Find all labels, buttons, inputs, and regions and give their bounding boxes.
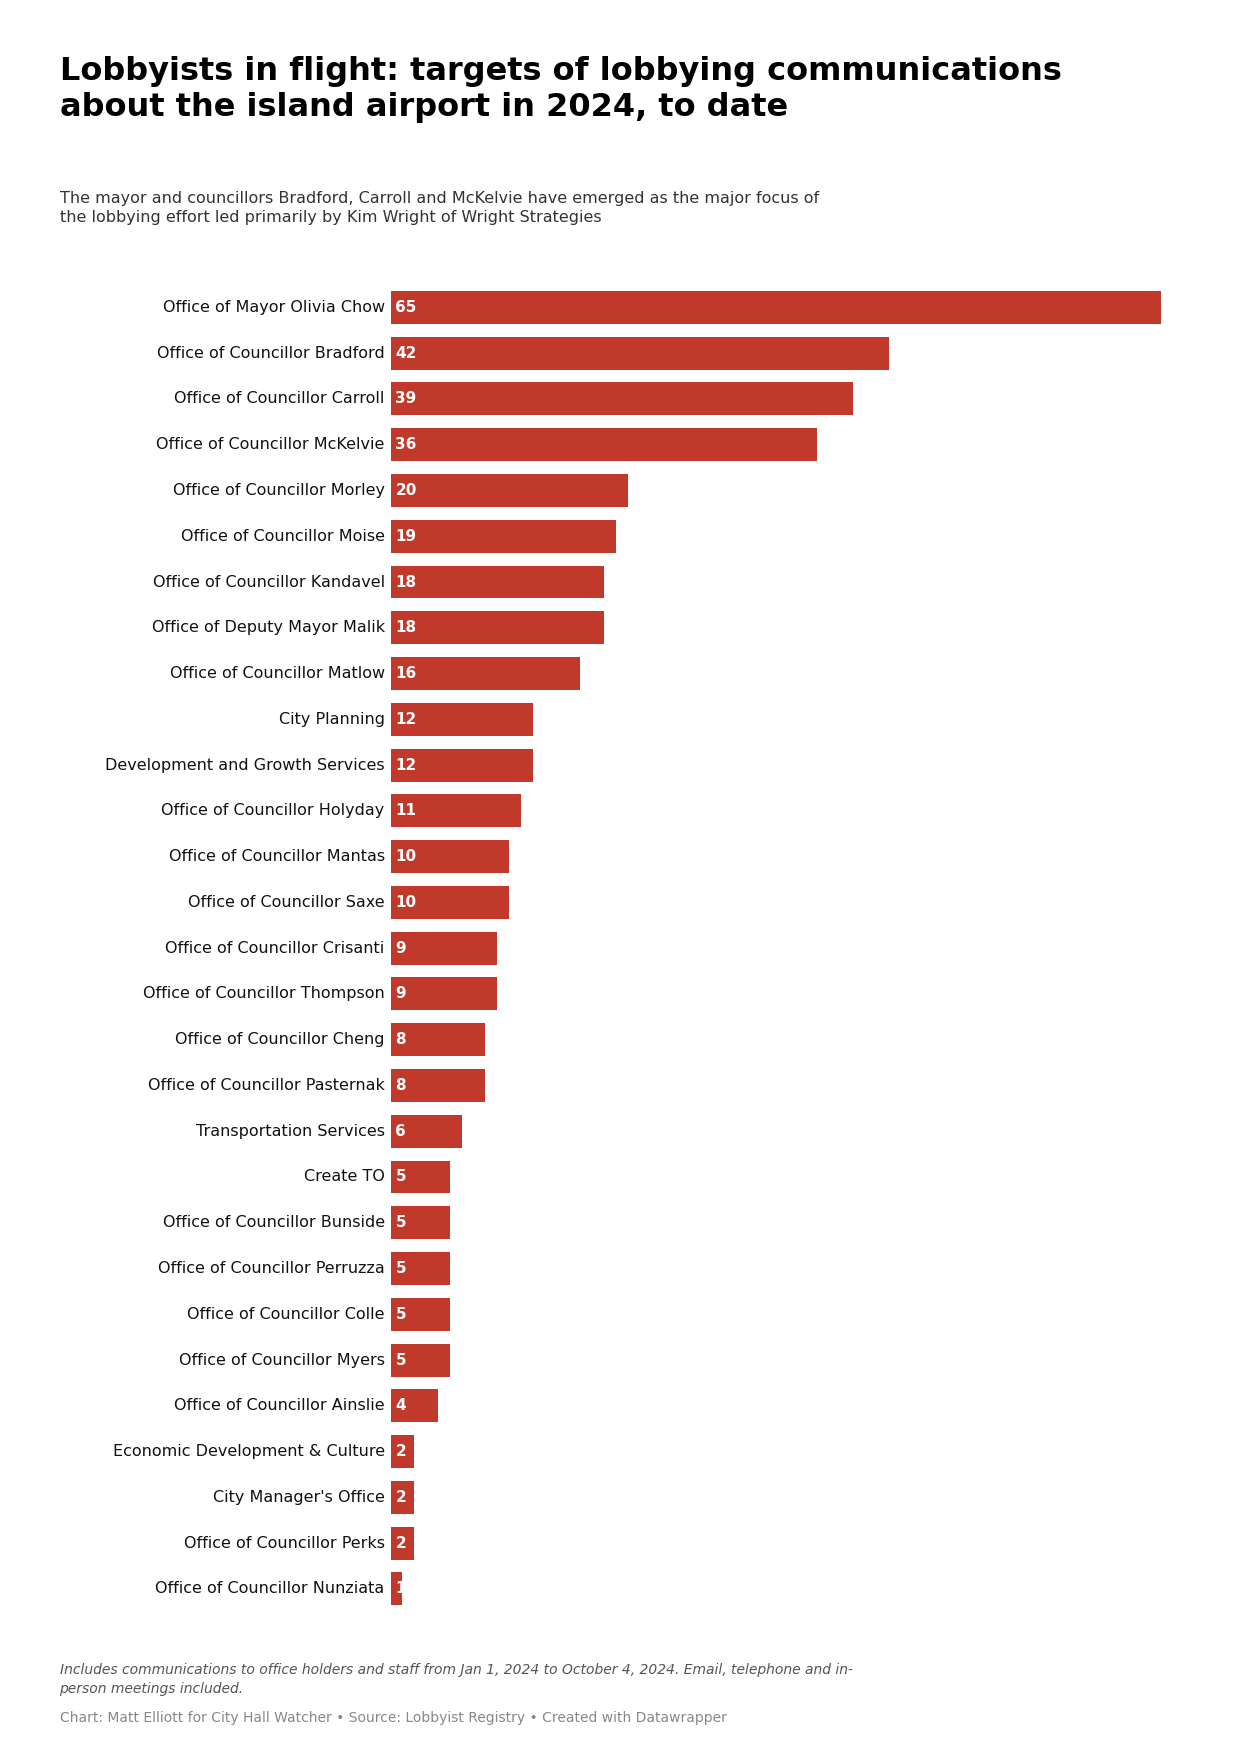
Text: 2: 2 bbox=[396, 1491, 405, 1505]
Text: 18: 18 bbox=[396, 621, 417, 635]
Text: 20: 20 bbox=[396, 483, 417, 497]
Text: 11: 11 bbox=[396, 803, 417, 818]
Bar bbox=[391, 1252, 450, 1284]
Text: Office of Councillor Carroll: Office of Councillor Carroll bbox=[175, 392, 384, 406]
Text: 12: 12 bbox=[396, 757, 417, 773]
Bar bbox=[391, 1344, 450, 1376]
Text: Chart: Matt Elliott for City Hall Watcher • Source: Lobbyist Registry • Created : Chart: Matt Elliott for City Hall Watche… bbox=[60, 1711, 727, 1725]
Text: Office of Councillor Myers: Office of Councillor Myers bbox=[179, 1353, 384, 1367]
Text: 5: 5 bbox=[396, 1170, 405, 1184]
Text: Office of Councillor Thompson: Office of Councillor Thompson bbox=[143, 986, 384, 1002]
Text: 12: 12 bbox=[396, 713, 417, 727]
Bar bbox=[391, 1069, 485, 1102]
Text: 5: 5 bbox=[396, 1215, 405, 1230]
Text: Includes communications to office holders and staff from Jan 1, 2024 to October : Includes communications to office holder… bbox=[60, 1663, 853, 1695]
Bar bbox=[391, 794, 521, 827]
Bar bbox=[391, 1572, 403, 1605]
Bar bbox=[391, 566, 604, 598]
Text: Lobbyists in flight: targets of lobbying communications
about the island airport: Lobbyists in flight: targets of lobbying… bbox=[60, 56, 1061, 123]
Text: 19: 19 bbox=[396, 529, 417, 543]
Text: Office of Councillor Kandavel: Office of Councillor Kandavel bbox=[153, 575, 384, 589]
Text: 6: 6 bbox=[396, 1124, 405, 1140]
Bar bbox=[391, 748, 533, 781]
Text: Office of Councillor Holyday: Office of Councillor Holyday bbox=[161, 803, 384, 818]
Bar bbox=[391, 1023, 485, 1057]
Bar bbox=[391, 520, 616, 552]
Text: 18: 18 bbox=[396, 575, 417, 589]
Text: Office of Councillor Bunside: Office of Councillor Bunside bbox=[162, 1215, 384, 1230]
Text: The mayor and councillors Bradford, Carroll and McKelvie have emerged as the maj: The mayor and councillors Bradford, Carr… bbox=[60, 191, 818, 224]
Text: Office of Councillor Morley: Office of Councillor Morley bbox=[172, 483, 384, 497]
Bar bbox=[391, 1526, 414, 1559]
Text: City Manager's Office: City Manager's Office bbox=[213, 1491, 384, 1505]
Bar bbox=[391, 291, 1161, 325]
Text: Office of Councillor Colle: Office of Councillor Colle bbox=[187, 1307, 384, 1321]
Text: 8: 8 bbox=[396, 1032, 405, 1048]
Text: Office of Councillor Mantas: Office of Councillor Mantas bbox=[169, 848, 384, 864]
Bar bbox=[391, 840, 510, 873]
Bar bbox=[391, 1115, 461, 1148]
Text: Office of Mayor Olivia Chow: Office of Mayor Olivia Chow bbox=[162, 300, 384, 316]
Bar bbox=[391, 429, 817, 460]
Text: Office of Councillor Perruzza: Office of Councillor Perruzza bbox=[157, 1261, 384, 1275]
Bar bbox=[391, 1436, 414, 1468]
Bar bbox=[391, 1207, 450, 1240]
Text: Office of Councillor Cheng: Office of Councillor Cheng bbox=[175, 1032, 384, 1048]
Text: 9: 9 bbox=[396, 986, 405, 1002]
Text: 2: 2 bbox=[396, 1536, 405, 1551]
Bar bbox=[391, 1390, 438, 1422]
Text: City Planning: City Planning bbox=[279, 713, 384, 727]
Text: 39: 39 bbox=[396, 392, 417, 406]
Bar bbox=[391, 977, 497, 1011]
Text: Office of Councillor Crisanti: Office of Councillor Crisanti bbox=[165, 940, 384, 956]
Bar bbox=[391, 1482, 414, 1514]
Bar bbox=[391, 1161, 450, 1194]
Text: Economic Development & Culture: Economic Development & Culture bbox=[113, 1445, 384, 1459]
Text: 10: 10 bbox=[396, 894, 417, 910]
Text: Office of Councillor Matlow: Office of Councillor Matlow bbox=[170, 667, 384, 681]
Text: 9: 9 bbox=[396, 940, 405, 956]
Text: Office of Deputy Mayor Malik: Office of Deputy Mayor Malik bbox=[151, 621, 384, 635]
Text: 36: 36 bbox=[396, 437, 417, 452]
Text: 2: 2 bbox=[396, 1445, 405, 1459]
Text: Office of Councillor Perks: Office of Councillor Perks bbox=[184, 1536, 384, 1551]
Text: 5: 5 bbox=[396, 1261, 405, 1275]
Bar bbox=[391, 383, 853, 416]
Text: Office of Councillor Ainslie: Office of Councillor Ainslie bbox=[174, 1399, 384, 1413]
Text: 1: 1 bbox=[396, 1581, 405, 1596]
Text: 42: 42 bbox=[396, 346, 417, 360]
Text: Office of Councillor Nunziata: Office of Councillor Nunziata bbox=[155, 1581, 384, 1596]
Bar bbox=[391, 337, 889, 370]
Text: 5: 5 bbox=[396, 1307, 405, 1321]
Text: Office of Councillor McKelvie: Office of Councillor McKelvie bbox=[156, 437, 384, 452]
Text: 4: 4 bbox=[396, 1399, 405, 1413]
Text: 65: 65 bbox=[396, 300, 417, 316]
Bar bbox=[391, 702, 533, 736]
Bar bbox=[391, 475, 627, 506]
Text: 16: 16 bbox=[396, 667, 417, 681]
Text: 10: 10 bbox=[396, 848, 417, 864]
Text: 8: 8 bbox=[396, 1078, 405, 1094]
Text: Create TO: Create TO bbox=[304, 1170, 384, 1184]
Bar bbox=[391, 1298, 450, 1330]
Bar bbox=[391, 612, 604, 644]
Text: Office of Councillor Moise: Office of Councillor Moise bbox=[181, 529, 384, 543]
Text: 5: 5 bbox=[396, 1353, 405, 1367]
Text: Office of Councillor Bradford: Office of Councillor Bradford bbox=[157, 346, 384, 360]
Bar bbox=[391, 656, 580, 690]
Bar bbox=[391, 931, 497, 965]
Text: Office of Councillor Pasternak: Office of Councillor Pasternak bbox=[148, 1078, 384, 1094]
Text: Development and Growth Services: Development and Growth Services bbox=[105, 757, 384, 773]
Bar bbox=[391, 886, 510, 919]
Text: Office of Councillor Saxe: Office of Councillor Saxe bbox=[188, 894, 384, 910]
Text: Transportation Services: Transportation Services bbox=[196, 1124, 384, 1140]
